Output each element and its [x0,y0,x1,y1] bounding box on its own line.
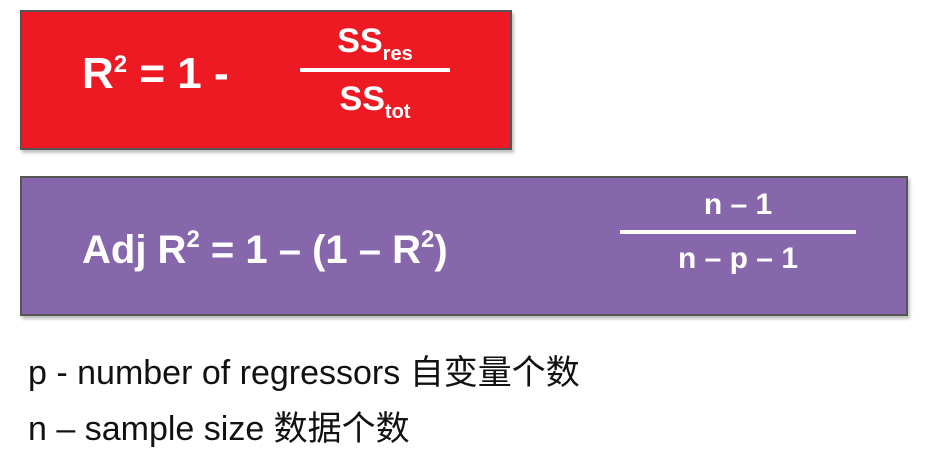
ss-tot-base: SS [339,80,385,118]
adj-equals-part: = 1 – (1 – R [199,228,422,272]
adjusted-r-squared-lhs: Adj R2 = 1 – (1 – R2) [82,228,448,272]
r-squared-fraction: SSres SStot [300,22,450,122]
r-squared-formula-box: R2 = 1 - SSres SStot [20,10,512,150]
adjusted-fraction-bar [620,230,856,234]
r-squared-exponent: 2 [113,51,128,78]
r-squared-fraction-bar [300,68,450,72]
r-squared-denominator: SStot [300,80,450,122]
ss-tot-subscript: tot [384,101,411,123]
note-n-definition: n – sample size 数据个数 [28,410,410,448]
r-squared-equals: = 1 - [127,49,229,98]
ss-res-base: SS [337,22,383,60]
r-squared-lhs: R2 = 1 - [82,52,229,96]
r-squared-base: R [82,49,114,98]
inner-r-exponent: 2 [421,226,435,253]
adjusted-r-squared-fraction: n – 1 n – p – 1 [620,190,856,274]
note-p-definition: p - number of regressors 自变量个数 [28,354,580,392]
ss-res-subscript: res [382,43,413,65]
closing-paren: ) [434,228,448,272]
adjusted-numerator: n – 1 [703,188,773,221]
adj-r-exponent: 2 [186,226,200,253]
r-squared-numerator: SSres [300,22,450,64]
adj-r-base: Adj R [82,228,187,272]
adjusted-r-squared-formula-box: Adj R2 = 1 – (1 – R2) n – 1 n – p – 1 [20,176,908,316]
adjusted-denominator: n – p – 1 [677,242,799,275]
